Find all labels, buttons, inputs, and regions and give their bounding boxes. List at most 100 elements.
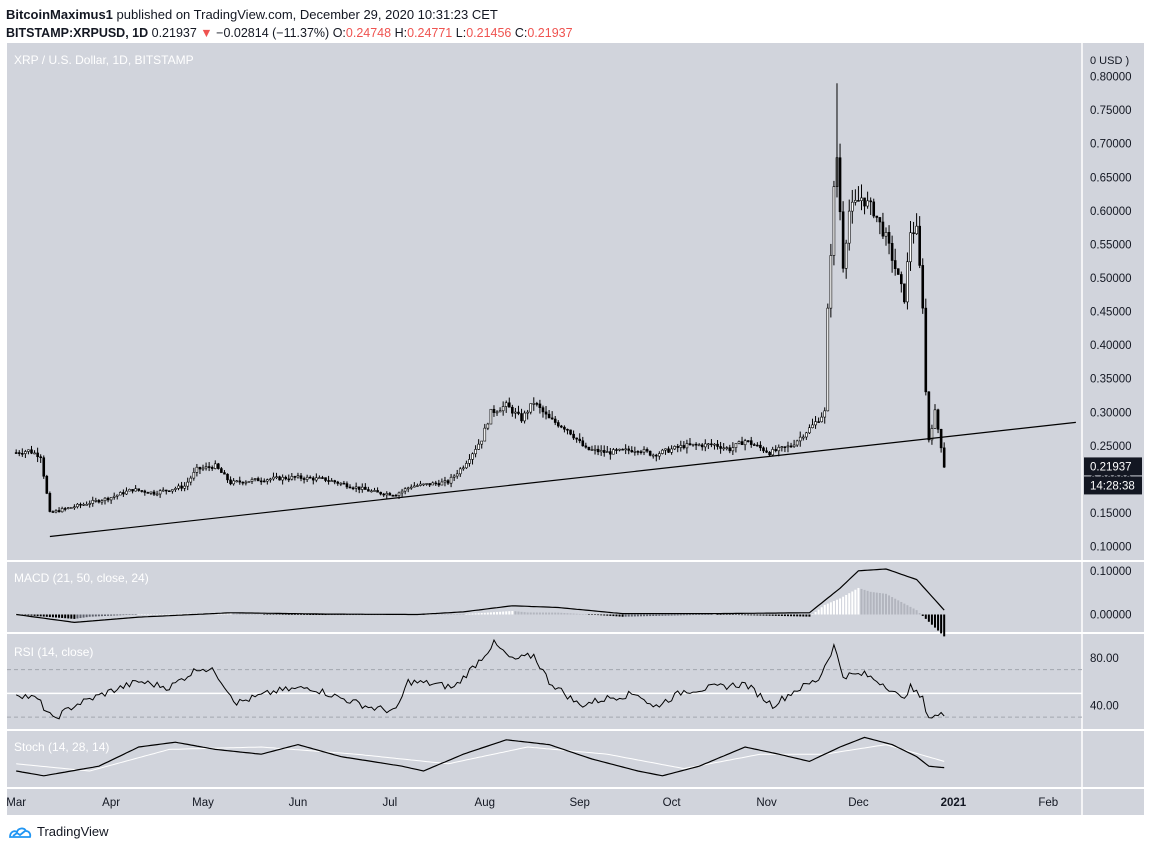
candle-body	[801, 436, 805, 439]
candle-body	[164, 489, 168, 492]
macd-bar	[453, 614, 456, 615]
tradingview-footer[interactable]: TradingView	[8, 824, 109, 839]
candle-body	[642, 449, 646, 453]
candle-body	[731, 447, 735, 452]
macd-bar	[137, 614, 140, 615]
candle-body	[679, 445, 683, 448]
macd-bar	[39, 614, 42, 617]
candle-body	[152, 491, 156, 495]
candle-body	[455, 473, 459, 477]
candle-body	[36, 452, 39, 458]
macd-bar	[143, 614, 146, 615]
macd-bar	[845, 594, 848, 615]
macd-bar	[342, 614, 345, 616]
price-tick-label: 0.30000	[1090, 407, 1132, 419]
time-tick-label: Dec	[848, 797, 869, 809]
author-name[interactable]: BitcoinMaximus1	[6, 7, 113, 22]
macd-bar	[296, 614, 299, 615]
candle-body	[302, 478, 306, 480]
macd-bar	[563, 612, 566, 615]
candle-body	[434, 482, 438, 485]
macd-bar	[149, 614, 152, 615]
candle-body	[489, 408, 493, 425]
macd-bar	[128, 614, 131, 615]
macd-bar	[915, 610, 918, 615]
macd-bar	[505, 611, 508, 615]
macd-bar	[551, 612, 554, 615]
candle-body	[854, 200, 857, 203]
candle-body	[480, 440, 484, 445]
candle-body	[903, 283, 906, 303]
candle-body	[379, 491, 382, 495]
candle-body	[872, 201, 876, 217]
candle-body	[700, 444, 704, 448]
candle-body	[272, 476, 275, 480]
macd-bar	[526, 612, 529, 615]
candle-body	[547, 413, 551, 419]
macd-bar	[456, 614, 459, 615]
candle-body	[183, 485, 186, 489]
candle-body	[716, 443, 719, 447]
macd-bar	[933, 614, 936, 628]
price-change: −0.02814 (−11.37%)	[216, 26, 330, 40]
candle-body	[630, 450, 634, 453]
macd-bar	[747, 614, 750, 616]
macd-bar	[682, 614, 685, 616]
candle-body	[627, 448, 631, 451]
candle-body	[532, 403, 536, 405]
candle-body	[241, 481, 245, 484]
candle-body	[661, 449, 664, 454]
macd-bar	[257, 614, 260, 615]
candle-body	[762, 447, 765, 452]
time-tick-label: Sep	[569, 797, 589, 809]
candle-body	[125, 490, 128, 495]
candle-body	[651, 454, 655, 457]
candle-body	[774, 449, 778, 452]
macd-bar	[762, 614, 765, 616]
macd-bar	[171, 613, 174, 615]
candle-body	[24, 451, 27, 454]
macd-bar	[728, 614, 731, 615]
macd-bar	[263, 614, 266, 615]
macd-tick-label: 0.10000	[1090, 566, 1132, 578]
time-tick-label: Apr	[102, 797, 120, 809]
candle-body	[449, 476, 453, 484]
macd-bar	[269, 614, 272, 615]
macd-bar	[633, 614, 636, 617]
candle-body	[91, 500, 95, 504]
macd-bar	[278, 614, 281, 615]
macd-bar	[799, 614, 802, 617]
macd-bar	[897, 600, 900, 615]
candle-body	[51, 511, 55, 513]
macd-bar	[820, 607, 823, 615]
macd-bar	[578, 613, 581, 615]
candle-body	[924, 307, 928, 393]
time-tick-label: Aug	[475, 797, 495, 809]
macd-bar	[786, 614, 789, 617]
candle-body	[860, 197, 863, 201]
candle-body	[21, 453, 24, 455]
candle-body	[437, 483, 441, 486]
macd-bar	[569, 613, 572, 615]
candle-body	[511, 406, 514, 414]
candle-body	[918, 225, 921, 266]
candle-body	[140, 490, 144, 492]
candle-body	[820, 416, 823, 423]
macd-bar	[48, 614, 51, 618]
candle-body	[367, 489, 370, 492]
candle-body	[394, 494, 398, 497]
macd-bar	[590, 614, 593, 615]
macd-bar	[36, 614, 39, 617]
macd-bar	[881, 593, 884, 615]
macd-bar	[829, 602, 832, 615]
candle-body	[636, 451, 640, 453]
price-tick-label: 0.75000	[1090, 105, 1132, 117]
time-tick-label: Mar	[6, 797, 26, 809]
macd-bar	[437, 614, 440, 615]
macd-bar	[863, 589, 866, 615]
candle-body	[486, 423, 490, 429]
macd-bar	[943, 614, 946, 637]
macd-bar	[777, 614, 780, 616]
candle-body	[881, 221, 885, 237]
